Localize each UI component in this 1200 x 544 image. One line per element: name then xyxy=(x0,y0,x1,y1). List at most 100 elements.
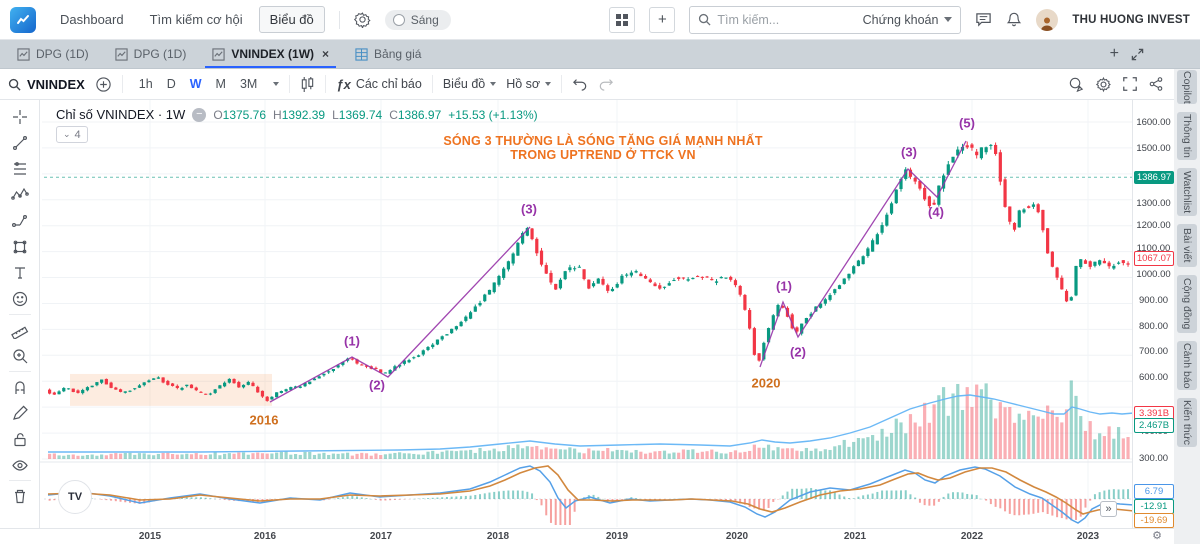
wave-label-2[interactable]: (2) xyxy=(790,344,806,360)
hide-all-tool-icon[interactable] xyxy=(6,452,34,478)
shapes-tool-icon[interactable] xyxy=(6,234,34,260)
wave-label-4[interactable]: (4) xyxy=(928,204,944,220)
chart-tab[interactable]: DPG (1D) xyxy=(102,40,200,68)
layout-grid-button[interactable] xyxy=(609,6,636,33)
price-axis-label: 1300.00 xyxy=(1136,198,1171,209)
draw-pencil-tool-icon[interactable] xyxy=(6,400,34,426)
chart-year-label[interactable]: 2016 xyxy=(249,412,279,428)
price-axis-label: 1100.00 xyxy=(1136,243,1171,254)
menu-item[interactable]: Tìm kiếm cơ hội xyxy=(149,12,243,27)
close-tab-icon[interactable]: × xyxy=(322,47,330,61)
bell-icon[interactable] xyxy=(1006,11,1022,28)
candlestick-style-icon[interactable] xyxy=(300,76,315,93)
menu-item[interactable]: Dashboard xyxy=(60,12,124,27)
wave-label-3[interactable]: (3) xyxy=(521,201,537,217)
username[interactable]: THU HUONG INVEST xyxy=(1072,13,1190,26)
chart-tab[interactable]: VNINDEX (1W) × xyxy=(199,40,342,68)
sidebar-tab-kiến-thức[interactable]: Kiến thức xyxy=(1177,398,1197,447)
sidebar-tab-cộng-đồng[interactable]: Cộng đồng xyxy=(1177,275,1197,333)
avatar[interactable] xyxy=(1036,8,1059,31)
crosshair-tool-icon[interactable] xyxy=(6,104,34,130)
wave-label-3[interactable]: (3) xyxy=(901,144,917,160)
price-axis[interactable]: 1600.00 1500.00 1300.00 1200.00 1100.00 1000.… xyxy=(1132,100,1174,528)
lock-all-tool-icon[interactable] xyxy=(6,426,34,452)
sidebar-tab-bài-viết[interactable]: Bài viết xyxy=(1177,224,1197,267)
compare-add-icon[interactable] xyxy=(95,76,112,93)
trend-line-tool-icon[interactable] xyxy=(6,130,34,156)
expand-icon[interactable] xyxy=(1131,48,1144,61)
wave-label-2[interactable]: (2) xyxy=(369,377,385,393)
pattern-tool-icon[interactable] xyxy=(6,182,34,208)
indicators-collapse-button[interactable]: ⌄ 4 xyxy=(56,126,88,143)
time-axis[interactable]: 2015 2016 2017 2018 2019 2020 2021 2022 2023 xyxy=(0,528,1174,544)
time-axis-settings-icon[interactable]: ⚙ xyxy=(1152,530,1162,542)
hide-series-button[interactable]: − xyxy=(192,107,207,122)
time-axis-year: 2015 xyxy=(138,531,162,542)
wave-label-5[interactable]: (5) xyxy=(959,115,975,131)
main-menu: Dashboard Tìm kiếm cơ hội Biểu đồ xyxy=(50,6,325,33)
chart-tab[interactable]: DPG (1D) xyxy=(4,40,102,68)
share-icon[interactable] xyxy=(1148,76,1164,92)
fireant-logo[interactable] xyxy=(10,6,36,33)
sidebar-tab-copilot[interactable]: Copilot xyxy=(1177,70,1197,104)
chart-menu-button[interactable]: Biểu đồ xyxy=(443,77,497,91)
chevron-down-icon[interactable] xyxy=(273,82,280,86)
profile-label: Hồ sơ xyxy=(506,77,541,91)
symbol-search[interactable]: VNINDEX xyxy=(8,77,85,92)
timeframe-1h[interactable]: 1h xyxy=(138,77,153,91)
trash-tool-icon[interactable] xyxy=(6,483,34,509)
theme-toggle[interactable]: Sáng xyxy=(384,9,451,30)
sidebar-tab-thông-tin[interactable]: Thông tin xyxy=(1177,112,1197,160)
legend-title: Chỉ số VNINDEX · 1W xyxy=(56,107,186,122)
chat-icon[interactable] xyxy=(975,11,992,28)
text-tool-icon[interactable] xyxy=(6,260,34,286)
sidebar-tab-watchlist[interactable]: Watchlist xyxy=(1177,168,1197,216)
theme-radio-icon xyxy=(392,13,405,26)
timeframe-switcher: 1h D W M 3M xyxy=(133,74,264,94)
price-badge: 6.79 xyxy=(1134,484,1174,499)
fullscreen-icon[interactable] xyxy=(1122,76,1138,92)
timeframe-D[interactable]: D xyxy=(166,77,176,91)
zoom-in-tool-icon[interactable] xyxy=(6,343,34,369)
price-badge: 2.467B xyxy=(1134,418,1174,433)
redo-icon[interactable] xyxy=(598,77,614,91)
global-search[interactable]: Tìm kiếm... Chứng khoán xyxy=(689,5,962,34)
chart-tab[interactable]: Bảng giá xyxy=(342,40,434,68)
price-axis-label: 1200.00 xyxy=(1136,220,1171,231)
chart-year-label[interactable]: 2020 xyxy=(751,375,781,391)
search-scope-dropdown[interactable]: Chứng khoán xyxy=(862,12,939,27)
tabs: DPG (1D) DPG (1D) VNINDEX (1W) × Bảng giá xyxy=(4,40,434,68)
emoji-tool-icon[interactable] xyxy=(6,286,34,312)
timeframe-3M[interactable]: 3M xyxy=(239,77,258,91)
price-badge: 1067.07 xyxy=(1134,251,1174,266)
settings-gear-icon[interactable] xyxy=(353,11,371,28)
tradingview-logo[interactable]: TV xyxy=(58,480,92,514)
menu-item[interactable]: Biểu đồ xyxy=(258,6,325,33)
chevron-down-icon xyxy=(545,82,552,86)
profile-button[interactable]: Hồ sơ xyxy=(506,77,552,91)
chart-settings-gear-icon[interactable] xyxy=(1095,76,1112,93)
magnet-tool-icon[interactable] xyxy=(6,374,34,400)
wave-label-1[interactable]: (1) xyxy=(776,278,792,294)
timeframe-W[interactable]: W xyxy=(189,77,202,91)
sidebar-tab-cảnh-báo[interactable]: Cảnh báo xyxy=(1177,341,1197,390)
forecast-tool-icon[interactable] xyxy=(6,208,34,234)
chart-tab-icon xyxy=(212,47,225,61)
timeframe-M[interactable]: M xyxy=(215,77,226,91)
undo-icon[interactable] xyxy=(572,77,588,91)
wave3-annotation-text[interactable]: SÓNG 3 THƯỜNG LÀ SÓNG TĂNG GIÁ MẠNH NHẤT… xyxy=(443,134,763,162)
new-tab-button[interactable]: + xyxy=(1109,45,1119,62)
ruler-tool-icon[interactable] xyxy=(6,317,34,343)
tab-label: VNINDEX (1W) xyxy=(231,47,315,61)
quick-search-icon[interactable] xyxy=(1068,76,1085,93)
symbol-label: VNINDEX xyxy=(27,76,85,92)
fib-retracement-tool-icon[interactable] xyxy=(6,156,34,182)
top-navbar: Dashboard Tìm kiếm cơ hội Biểu đồ Sáng + T… xyxy=(0,0,1200,40)
ohlc-values: O1375.76 H1392.39 L1369.74 C1386.97 +15.… xyxy=(213,107,538,122)
price-axis-label: 700.00 xyxy=(1138,346,1169,357)
add-layout-button[interactable]: + xyxy=(649,6,676,33)
wave-label-1[interactable]: (1) xyxy=(344,333,360,349)
indicator-more-button[interactable]: » xyxy=(1100,501,1117,517)
indicators-button[interactable]: ƒx Các chỉ báo xyxy=(336,77,421,92)
